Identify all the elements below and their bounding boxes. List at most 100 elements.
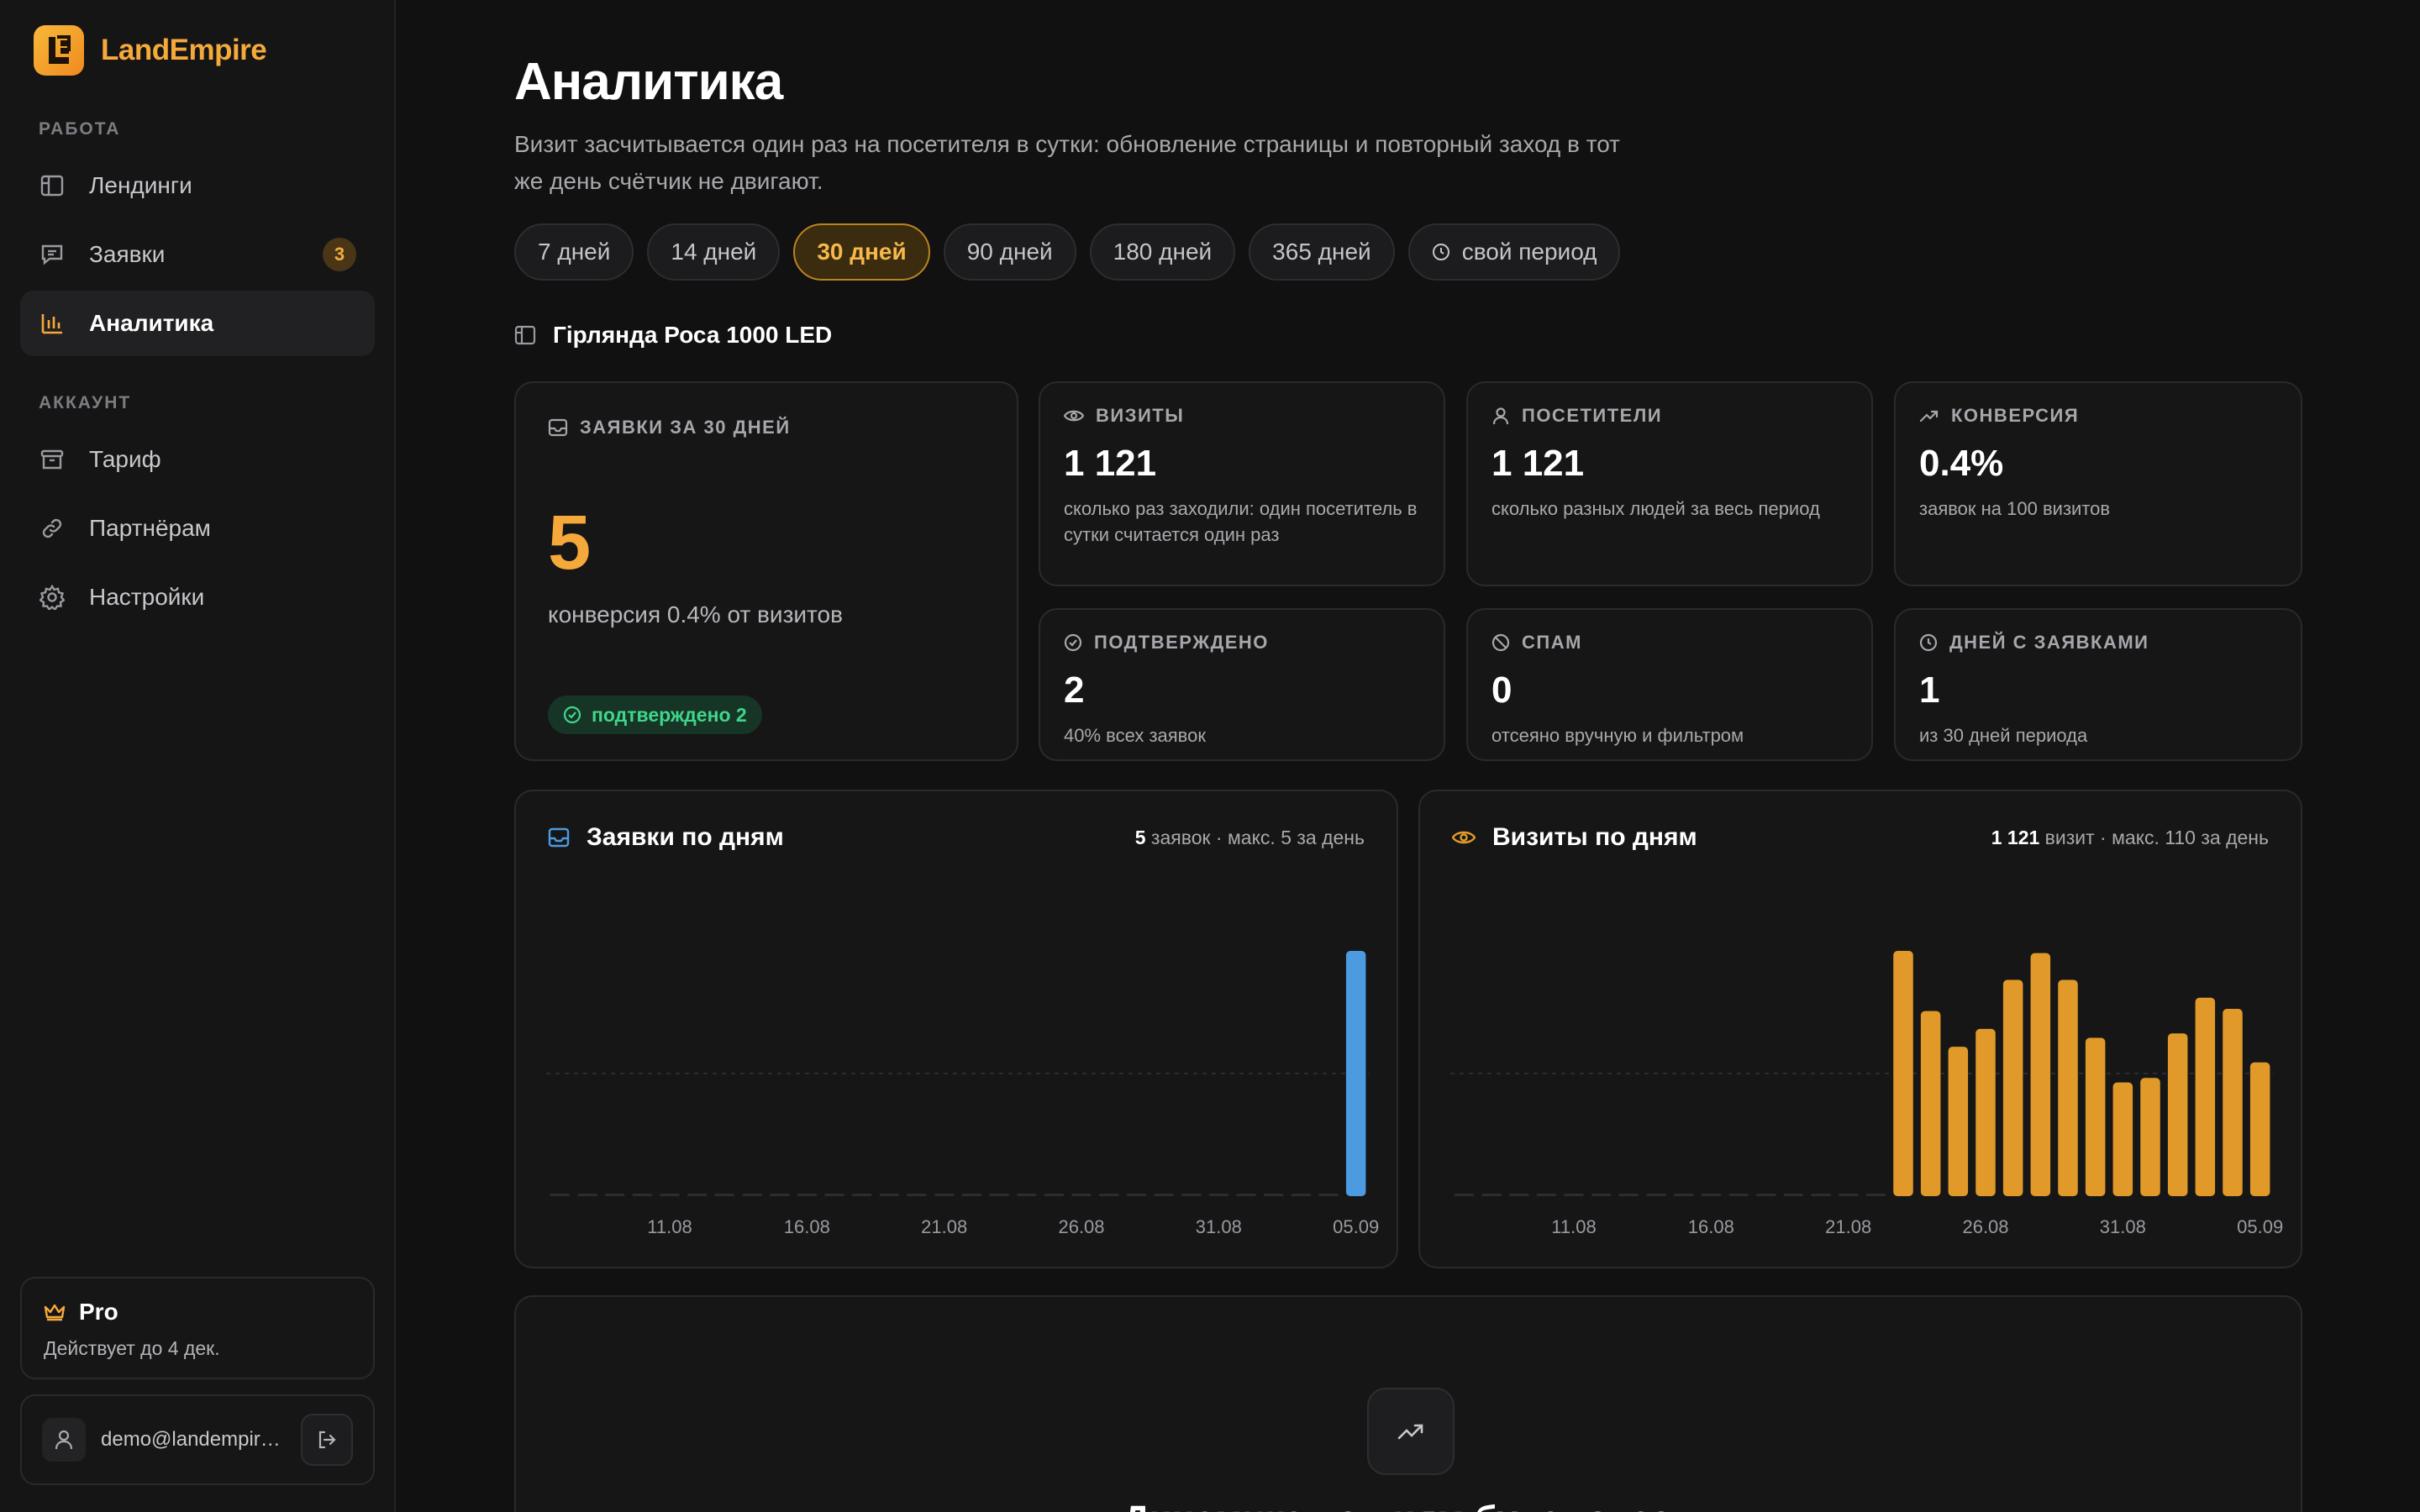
visits-bar-08.08 [1481,1194,1502,1196]
visits-bar-28.08 [2030,953,2051,1196]
period-14-days[interactable]: 14 дней [647,223,781,281]
leads-bar-23.08 [989,1194,1009,1196]
visits-bar-30.08 [2085,1037,2106,1196]
sidebar-item-analytics[interactable]: Аналитика [20,291,375,356]
stat-sub: сколько раз заходили: один посетитель в … [1064,498,1418,545]
leads-summary-card: ЗАЯВКИ ЗА 30 ДНЕЙ 5 конверсия 0.4% от ви… [514,381,1018,761]
leads-bar-04.09 [1318,1194,1339,1196]
stat-value: 1 121 [1491,443,1585,484]
leads-bar-15.08 [769,1194,790,1196]
visits-bar-09.08 [1508,1194,1529,1196]
user-card: demo@landempire.ru [20,1394,375,1485]
visits-chart-meta: 1 121 визит · макс. 110 за день [1991,827,2269,849]
archive-icon [39,446,66,473]
stat-sub: отсеяно вручную и фильтром [1491,725,1744,746]
visits-bar-24.08 [1920,1011,1941,1196]
user-email: demo@landempire.ru [101,1428,286,1451]
trend-button[interactable] [1367,1388,1455,1475]
stat-sub: из 30 дней периода [1919,725,2088,746]
trend-up-icon [1919,410,1939,423]
leads-chart-title: Заявки по дням [587,823,784,851]
inbox-icon [548,827,570,848]
visits-meta-text: визит · макс. 110 за день [2039,826,2269,848]
stat-sub: заявок на 100 визитов [1919,498,2111,519]
visits-bar-10.08 [1536,1194,1557,1196]
stat-label: ПОСЕТИТЕЛИ [1522,405,1663,426]
sidebar-item-label: Настройки [89,584,205,610]
leads-bar-05.09 [1345,951,1366,1196]
plan-card[interactable]: Pro Действует до 4 дек. [20,1277,375,1379]
message-icon [39,241,66,268]
stat-label: ПОДТВЕРЖДЕНО [1094,632,1269,653]
visits-bar-03.09 [2195,997,2216,1196]
leads-tick-label: 26.08 [1058,1216,1104,1237]
confirmed-chip: подтверждено 2 [548,696,762,734]
stat-label: КОНВЕРСИЯ [1951,405,2080,426]
logout-button[interactable] [301,1414,353,1466]
crown-icon [44,1304,66,1321]
visits-total: 1 121 [1991,826,2040,848]
period-custom[interactable]: свой период [1407,223,1621,281]
leads-bar-09.08 [604,1194,625,1196]
layout-icon [514,325,536,345]
leads-bar-30.08 [1181,1194,1202,1196]
logo-icon [34,25,84,76]
stat-label: ВИЗИТЫ [1096,405,1185,426]
visits-tick-label: 05.09 [2237,1216,2283,1237]
visits-tick-label: 16.08 [1688,1216,1734,1237]
leads-tick-label: 16.08 [784,1216,830,1237]
leads-bar-08.08 [577,1194,597,1196]
summary-label: ЗАЯВКИ ЗА 30 ДНЕЙ [580,417,791,438]
logo[interactable]: LandEmpire [34,25,267,76]
leads-tick-label: 05.09 [1333,1216,1379,1237]
user-icon [55,1430,73,1450]
visits-bar-22.08 [1865,1194,1886,1196]
stat-label: СПАМ [1522,632,1582,653]
visits-bar-01.09 [2140,1078,2160,1196]
period-90-days[interactable]: 90 дней [943,223,1076,281]
avatar[interactable] [42,1418,86,1462]
check-circle-icon [1064,633,1082,652]
stat-card-confirmed: ПОДТВЕРЖДЕНО 2 40% всех заявок [1039,608,1445,761]
user-icon [1492,407,1509,425]
leads-bar-20.08 [907,1194,927,1196]
layout-icon [39,172,66,199]
stat-sub: 40% всех заявок [1064,725,1206,746]
visits-bar-29.08 [2058,979,2078,1196]
visits-bar-16.08 [1701,1194,1722,1196]
sidebar-item-settings[interactable]: Настройки [20,564,375,630]
stat-card-days-with-leads: ДНЕЙ С ЗАЯВКАМИ 1 из 30 дней периода [1894,608,2302,761]
leads-bar-27.08 [1098,1194,1119,1196]
stat-label: ДНЕЙ С ЗАЯВКАМИ [1949,632,2149,653]
sidebar-item-label: Аналитика [89,310,214,336]
leads-by-day-card: 11.08 16.08 21.08 26.08 31.08 05.09 Заявки по… [514,790,1398,1268]
leads-bar-21.08 [934,1194,955,1196]
confirmed-chip-label: подтверждено 2 [592,703,747,726]
visits-bar-31.08 [2112,1082,2133,1196]
leads-bar-19.08 [879,1194,900,1196]
nav-section-account: АККАУНТ [39,393,132,412]
inbox-icon [548,418,568,437]
leads-bar-02.09 [1263,1194,1284,1196]
visits-tick-label: 11.08 [1551,1216,1596,1237]
link-icon [39,515,66,542]
period-365-days[interactable]: 365 дней [1249,223,1395,281]
leads-bar-17.08 [824,1194,844,1196]
leads-chart: 11.08 16.08 21.08 26.08 31.08 05.09 [546,951,1379,1237]
period-30-days[interactable]: 30 дней [793,223,930,281]
period-custom-label: свой период [1461,239,1597,265]
visits-bar-18.08 [1755,1194,1776,1196]
leads-bar-14.08 [742,1194,762,1196]
sidebar-item-tariff[interactable]: Тариф [20,427,375,492]
sidebar-item-partners[interactable]: Партнёрам [20,496,375,561]
stat-value: 0 [1491,669,1512,711]
clock-icon [1432,244,1449,260]
leads-meta-text: заявок · макс. 5 за день [1145,826,1365,848]
sidebar-item-landings[interactable]: Лендинги [20,153,375,218]
leads-bar-24.08 [1016,1194,1037,1196]
period-7-days[interactable]: 7 дней [514,223,634,281]
period-180-days[interactable]: 180 дней [1089,223,1236,281]
landing-name: Гірлянда Роса 1000 LED [514,322,832,349]
sidebar-item-leads[interactable]: Заявки 3 [20,222,375,287]
bar-chart-icon [39,310,66,337]
